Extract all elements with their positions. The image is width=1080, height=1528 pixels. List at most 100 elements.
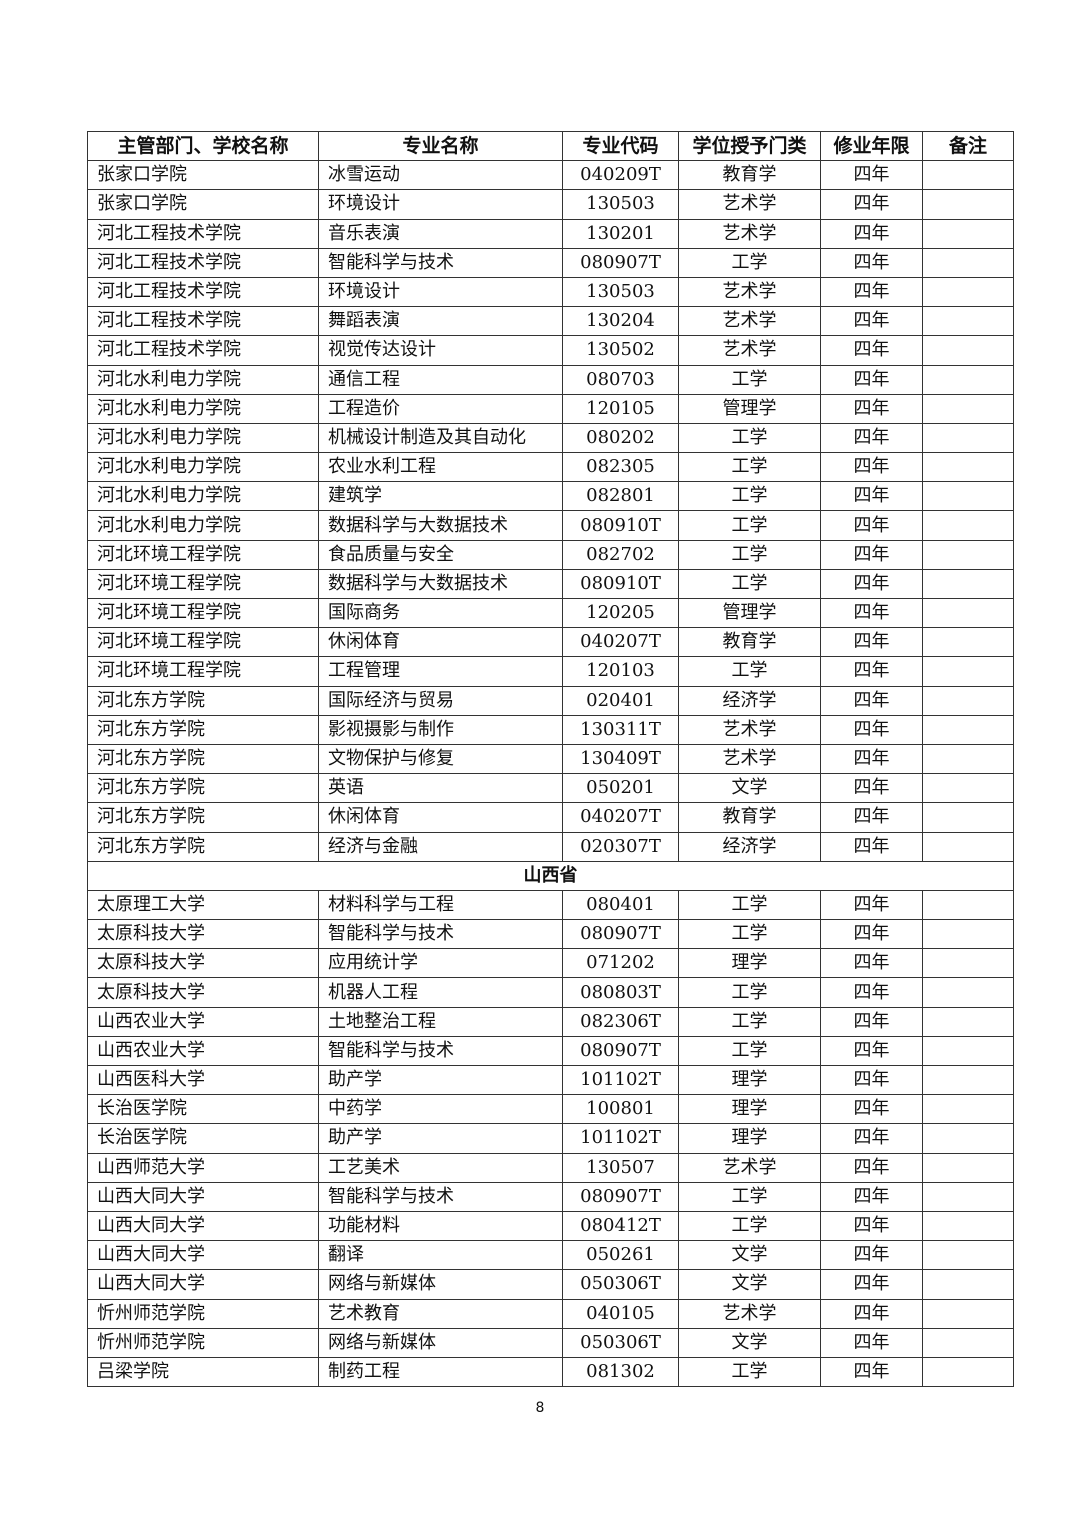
major-code-cell: 020401 [562,685,679,716]
school-name-cell: 河北工程技术学院 [87,218,319,249]
duration-cell: 四年 [820,1240,923,1271]
school-name-cell: 山西大同大学 [87,1269,319,1300]
table-header-row: 主管部门、学校名称 专业名称 专业代码 学位授予门类 修业年限 备注 [87,130,1014,162]
table-row: 河北水利电力学院 工程造价 120105 管理学 四年 [87,393,1014,424]
major-name-cell: 助产学 [318,1123,563,1154]
school-name-cell: 河北水利电力学院 [87,510,319,541]
major-name-cell: 机械设计制造及其自动化 [318,422,563,454]
remarks-cell [922,1064,1014,1096]
major-name-cell: 网络与新媒体 [318,1269,563,1300]
major-name-cell: 冰雪运动 [318,160,563,191]
remarks-cell [922,773,1014,804]
table-row: 太原科技大学 智能科学与技术 080907T 工学 四年 [87,919,1014,950]
major-code-cell: 130311T [562,714,679,745]
major-name-cell: 智能科学与技术 [318,247,563,278]
duration-cell: 四年 [820,218,923,249]
duration-cell: 四年 [820,568,923,600]
major-code-cell: 130409T [562,743,679,775]
remarks-cell [922,1094,1014,1125]
remarks-cell [922,510,1014,541]
remarks-cell [922,481,1014,512]
duration-cell: 四年 [820,1152,923,1183]
remarks-cell [922,247,1014,278]
degree-category-cell: 工学 [678,364,821,395]
major-name-cell: 音乐表演 [318,218,563,249]
major-code-cell: 080910T [562,568,679,600]
duration-cell: 四年 [820,685,923,716]
duration-cell: 四年 [820,948,923,979]
column-header-duration: 修业年限 [820,130,923,162]
table-row: 河北水利电力学院 数据科学与大数据技术 080910T 工学 四年 [87,510,1014,541]
remarks-cell [922,160,1014,191]
degree-category-cell: 工学 [678,656,821,687]
major-name-cell: 建筑学 [318,481,563,512]
school-name-cell: 河北环境工程学院 [87,539,319,570]
table-row: 忻州师范学院 网络与新媒体 050306T 文学 四年 [87,1327,1014,1358]
table-row: 河北工程技术学院 视觉传达设计 130502 艺术学 四年 [87,335,1014,366]
major-name-cell: 材料科学与工程 [318,889,563,921]
table-row: 河北环境工程学院 工程管理 120103 工学 四年 [87,656,1014,687]
school-name-cell: 忻州师范学院 [87,1298,319,1329]
remarks-cell [922,1035,1014,1067]
major-name-cell: 视觉传达设计 [318,335,563,366]
duration-cell: 四年 [820,1094,923,1125]
duration-cell: 四年 [820,831,923,862]
province-label: 山西省 [87,860,1014,891]
major-name-cell: 国际经济与贸易 [318,685,563,716]
major-code-cell: 080412T [562,1210,679,1242]
duration-cell: 四年 [820,627,923,658]
school-name-cell: 山西农业大学 [87,1006,319,1037]
school-name-cell: 山西师范大学 [87,1152,319,1183]
duration-cell: 四年 [820,1327,923,1358]
school-name-cell: 河北水利电力学院 [87,452,319,483]
major-code-cell: 020307T [562,831,679,862]
table-row: 山西大同大学 翻译 050261 文学 四年 [87,1240,1014,1271]
degree-category-cell: 艺术学 [678,1298,821,1329]
remarks-cell [922,656,1014,687]
major-name-cell: 影视摄影与制作 [318,714,563,745]
duration-cell: 四年 [820,1210,923,1242]
degree-category-cell: 艺术学 [678,714,821,745]
duration-cell: 四年 [820,539,923,570]
remarks-cell [922,977,1014,1008]
duration-cell: 四年 [820,276,923,308]
table-row: 张家口学院 冰雪运动 040209T 教育学 四年 [87,160,1014,191]
major-code-cell: 080803T [562,977,679,1008]
remarks-cell [922,1327,1014,1358]
degree-category-cell: 工学 [678,481,821,512]
major-code-cell: 130503 [562,189,679,220]
page-number: 8 [535,1400,545,1416]
major-name-cell: 经济与金融 [318,831,563,862]
school-name-cell: 山西医科大学 [87,1064,319,1096]
major-code-cell: 080907T [562,1035,679,1067]
major-code-cell: 082306T [562,1006,679,1037]
duration-cell: 四年 [820,1181,923,1212]
remarks-cell [922,627,1014,658]
school-name-cell: 河北工程技术学院 [87,276,319,308]
duration-cell: 四年 [820,452,923,483]
table-row: 河北工程技术学院 环境设计 130503 艺术学 四年 [87,276,1014,308]
table-row: 河北工程技术学院 舞蹈表演 130204 艺术学 四年 [87,306,1014,337]
remarks-cell [922,743,1014,775]
remarks-cell [922,1181,1014,1212]
table-row: 河北东方学院 影视摄影与制作 130311T 艺术学 四年 [87,714,1014,745]
degree-category-cell: 工学 [678,1035,821,1067]
table-row: 河北环境工程学院 数据科学与大数据技术 080910T 工学 四年 [87,568,1014,600]
duration-cell: 四年 [820,393,923,424]
remarks-cell [922,276,1014,308]
major-name-cell: 国际商务 [318,597,563,629]
major-code-cell: 080703 [562,364,679,395]
degree-category-cell: 艺术学 [678,276,821,308]
table-row: 河北东方学院 国际经济与贸易 020401 经济学 四年 [87,685,1014,716]
major-name-cell: 数据科学与大数据技术 [318,510,563,541]
remarks-cell [922,364,1014,395]
remarks-cell [922,948,1014,979]
school-name-cell: 太原科技大学 [87,919,319,950]
degree-category-cell: 教育学 [678,627,821,658]
major-code-cell: 082702 [562,539,679,570]
duration-cell: 四年 [820,189,923,220]
major-code-cell: 050306T [562,1327,679,1358]
major-name-cell: 环境设计 [318,189,563,220]
table-row: 河北东方学院 英语 050201 文学 四年 [87,773,1014,804]
remarks-cell [922,597,1014,629]
